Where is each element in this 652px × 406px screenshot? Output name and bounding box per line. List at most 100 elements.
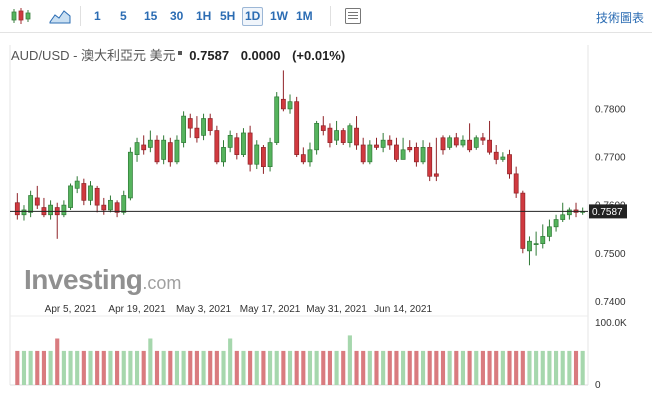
x-tick-label: May 3, 2021	[176, 304, 231, 315]
investing-logo: Investing.com	[24, 264, 181, 296]
volume-bar	[201, 350, 206, 385]
candle-body	[74, 180, 80, 189]
volume-bar	[573, 350, 579, 385]
volume-bar	[35, 350, 40, 385]
volume-bar	[307, 350, 313, 385]
candle-body	[500, 156, 506, 160]
volume-bar	[41, 350, 46, 385]
volume-bar	[287, 350, 293, 385]
volume-tick-label: 0	[595, 380, 601, 391]
volume-bar	[161, 350, 166, 385]
volume-bar	[520, 350, 525, 385]
volume-bar	[401, 350, 406, 385]
toolbar-separator	[80, 6, 81, 26]
candle-body	[467, 139, 473, 151]
candle-body	[121, 195, 127, 213]
volume-bar	[427, 350, 432, 385]
chart-settings-icon[interactable]	[344, 7, 362, 25]
logo-text: Investing	[24, 264, 143, 295]
volume-bar	[467, 350, 472, 385]
candle-body	[394, 144, 399, 160]
timeframe-1m[interactable]: 1M	[296, 9, 313, 23]
candle-body	[127, 151, 133, 199]
y-tick-label: 0.7500	[595, 249, 626, 260]
candle-body	[520, 192, 526, 249]
price-change: 0.0000	[240, 48, 281, 63]
candle-body	[234, 137, 240, 155]
timeframe-1w[interactable]: 1W	[270, 9, 288, 23]
current-price: 0.7587	[189, 48, 230, 63]
volume-bar	[540, 350, 545, 385]
timeframe-5h[interactable]: 5H	[220, 9, 236, 23]
timeframe-5[interactable]: 5	[120, 9, 127, 23]
volume-bar	[61, 350, 66, 385]
candle-body	[307, 149, 313, 163]
volume-bar	[214, 350, 219, 385]
timeframe-1h[interactable]: 1H	[196, 9, 212, 23]
candle-body	[267, 142, 273, 167]
y-tick-label: 0.7700	[595, 153, 626, 164]
volume-bar	[414, 350, 419, 385]
candle-body	[261, 147, 266, 167]
candle-body	[227, 135, 233, 148]
technical-chart-link[interactable]: 技術圖表	[595, 11, 644, 25]
volume-bar	[254, 350, 259, 385]
volume-bar	[560, 350, 565, 385]
volume-bar	[101, 350, 106, 385]
candle-body	[274, 96, 280, 143]
candle-body	[493, 151, 499, 160]
volume-bar	[28, 350, 33, 385]
candle-body	[254, 144, 260, 165]
volume-bar	[314, 350, 319, 385]
candle-body	[134, 142, 140, 155]
volume-bar	[294, 350, 299, 385]
candle-body	[61, 204, 67, 216]
candle-body	[280, 98, 286, 110]
candle-body	[327, 127, 333, 143]
candle-body	[88, 185, 93, 201]
toolbar-separator	[330, 6, 331, 26]
candle-body	[360, 144, 366, 163]
candle-body	[48, 204, 53, 216]
candle-body	[367, 144, 373, 163]
volume-bar	[48, 350, 53, 385]
live-indicator-icon	[177, 50, 182, 55]
candle-body	[460, 139, 466, 146]
volume-bar	[434, 350, 439, 385]
volume-bar	[128, 350, 133, 385]
candle-body	[28, 195, 34, 213]
candle-body	[147, 139, 153, 148]
timeframe-15[interactable]: 15	[144, 9, 158, 23]
timeframe-30[interactable]: 30	[170, 9, 184, 23]
timeframe-1d[interactable]: 1D	[242, 7, 264, 26]
volume-bar	[567, 350, 572, 385]
y-tick-label: 0.7400	[595, 297, 626, 308]
candle-body	[21, 209, 27, 216]
volume-bar	[88, 350, 93, 385]
area-chart-icon[interactable]	[48, 7, 72, 25]
volume-bar	[115, 350, 120, 385]
instrument-title: AUD/USD - 澳大利亞元 美元 0.7587 0.0000 (+0.01%…	[11, 45, 345, 64]
volume-bar	[547, 350, 552, 385]
volume-bar	[440, 350, 446, 385]
candle-body	[440, 137, 446, 151]
last-price-label: 0.7587	[592, 207, 623, 218]
candle-body	[287, 101, 293, 110]
instrument-name: AUD/USD - 澳大利亞元 美元	[11, 48, 176, 63]
candle-body	[114, 202, 120, 213]
volume-bar	[55, 338, 60, 385]
volume-bar	[261, 350, 266, 385]
candle-body	[221, 147, 226, 163]
candle-body	[487, 139, 492, 153]
volume-bar	[420, 350, 426, 385]
candlestick-icon[interactable]	[10, 7, 32, 25]
chart-area: AUD/USD - 澳大利亞元 美元 0.7587 0.0000 (+0.01%…	[0, 33, 652, 406]
x-tick-label: May 17, 2021	[240, 304, 301, 315]
timeframe-1[interactable]: 1	[94, 9, 101, 23]
candle-body	[347, 125, 353, 143]
candle-body	[420, 147, 426, 163]
volume-bar	[334, 350, 339, 385]
candle-body	[453, 137, 459, 146]
candle-body	[334, 130, 339, 141]
